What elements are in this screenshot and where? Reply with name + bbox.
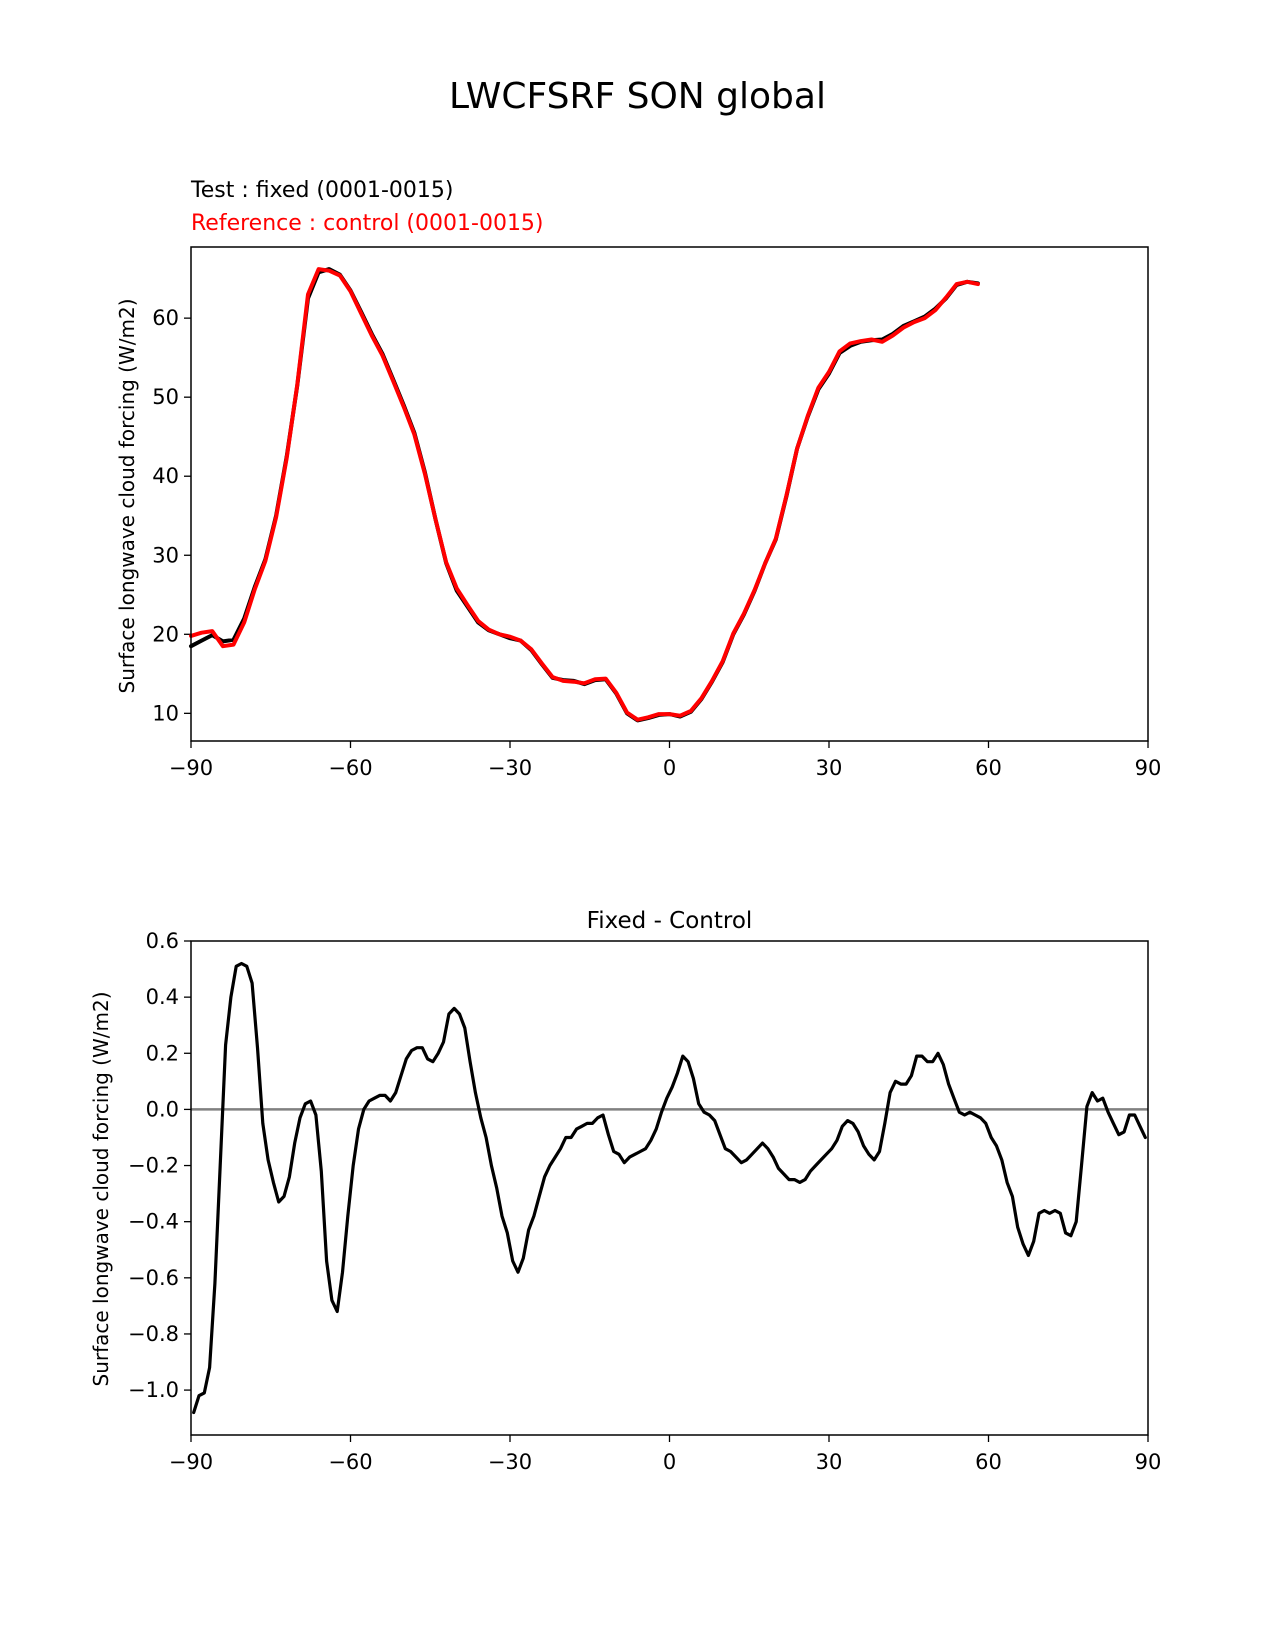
bottom-y-tick-label: 0.2 [146,1041,179,1065]
bottom-y-tick-label: 0.4 [146,985,179,1009]
bottom-series-group [192,961,1147,1415]
top-x-tick-label: 0 [663,756,676,780]
bottom-x-tick-label: 60 [975,1450,1002,1474]
top-y-tick-label: 10 [152,701,179,725]
top-y-tick-label: 60 [152,306,179,330]
top-y-axis-label: Surface longwave cloud forcing (W/m2) [115,298,139,693]
top-y-tick-label: 40 [152,464,179,488]
bottom-x-tick-label: −60 [328,1450,372,1474]
bottom-x-tick-label: −90 [169,1450,213,1474]
top-x-tick-label: 30 [816,756,843,780]
top-x-tick-label: −90 [169,756,213,780]
top-x-axis: −90 −60 −30 0 30 60 90 [169,741,1162,780]
top-series-group [189,267,980,723]
bottom-x-tick-label: 0 [663,1450,676,1474]
top-y-tick-label: 20 [152,622,179,646]
bottom-y-tick-label: −0.2 [128,1154,179,1178]
bottom-x-tick-label: 90 [1135,1450,1162,1474]
bottom-y-tick-label: −0.4 [128,1210,179,1234]
bottom-panel-title: Fixed - Control [587,908,753,934]
top-plot-frame [190,246,1149,742]
reference-label: Reference : control (0001-0015) [191,211,544,236]
bottom-y-tick-label: −1.0 [128,1378,179,1402]
top-x-tick-label: −30 [488,756,532,780]
bottom-plot-frame [190,940,1149,1436]
bottom-x-axis: −90 −60 −30 0 30 60 90 [169,1435,1162,1474]
bottom-y-tick-label: 0.0 [146,1097,179,1121]
top-panel: Test : fixed (0001-0015) Reference : con… [115,178,1161,780]
top-y-tick-label: 50 [152,385,179,409]
figure-title: LWCFSRF SON global [449,76,826,117]
bottom-x-tick-label: −30 [488,1450,532,1474]
top-x-tick-label: 60 [975,756,1002,780]
bottom-y-tick-label: −0.6 [128,1266,179,1290]
test-label: Test : fixed (0001-0015) [190,178,454,203]
difference-series-line [192,961,1147,1415]
top-y-tick-label: 30 [152,543,179,567]
top-x-tick-label: −60 [328,756,372,780]
top-x-tick-label: 90 [1135,756,1162,780]
bottom-y-axis: −1.0 −0.8 −0.6 −0.4 −0.2 0.0 0.2 0.4 0.6 [128,929,191,1402]
bottom-y-axis-label: Surface longwave cloud forcing (W/m2) [89,991,113,1386]
bottom-y-tick-label: −0.8 [128,1322,179,1346]
reference-series-line [189,267,980,722]
bottom-y-tick-label: 0.6 [146,929,179,953]
bottom-panel: Fixed - Control Surface longwave cloud f… [89,908,1161,1474]
top-y-axis: 10 20 30 40 50 60 [152,306,191,725]
bottom-x-tick-label: 30 [816,1450,843,1474]
